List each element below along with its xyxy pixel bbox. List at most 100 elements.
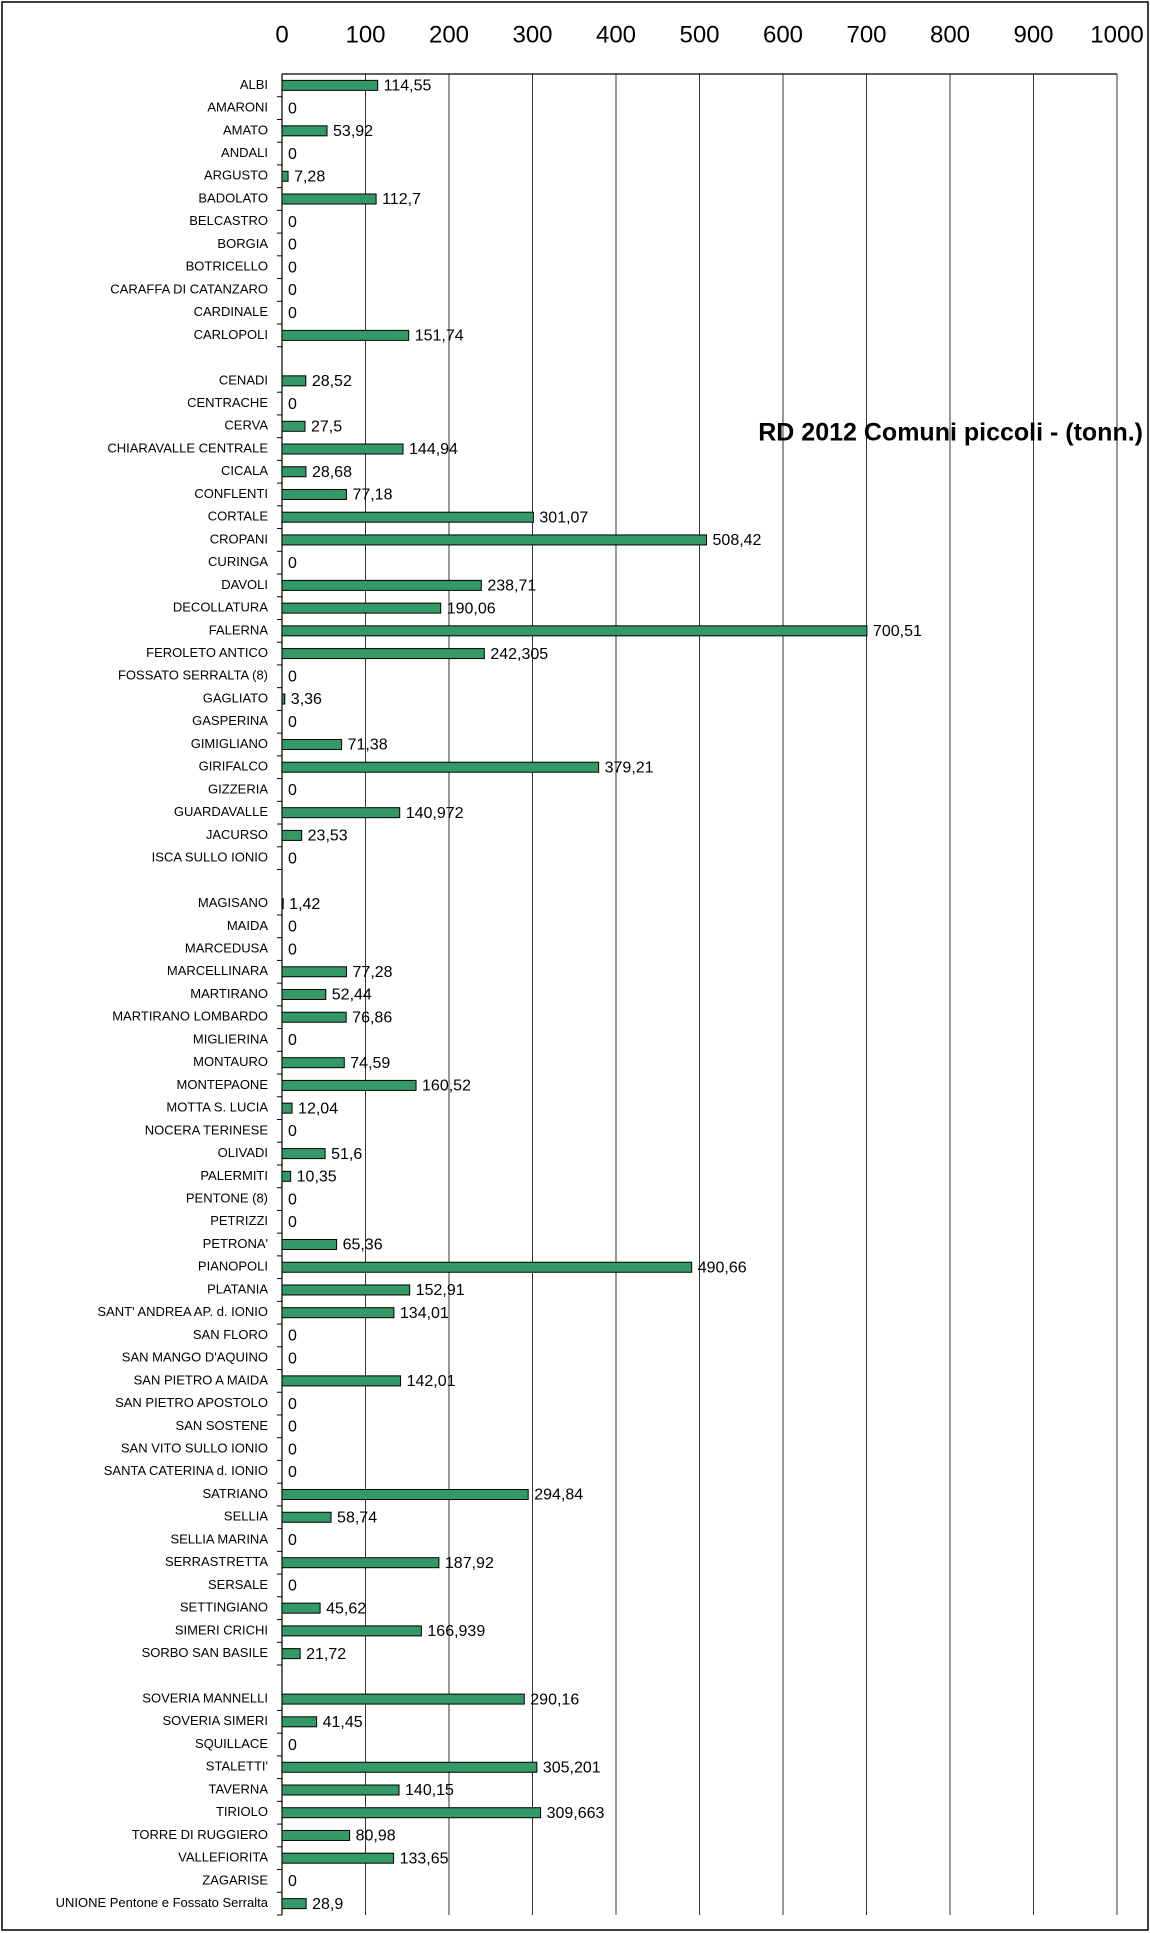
value-label: 21,72 bbox=[306, 1646, 346, 1663]
value-label: 10,35 bbox=[297, 1169, 337, 1186]
value-label: 58,74 bbox=[337, 1509, 377, 1526]
bar bbox=[281, 1829, 351, 1841]
value-label: 28,52 bbox=[312, 373, 352, 390]
value-label: 65,36 bbox=[343, 1237, 383, 1254]
y-tick-label: SAN MANGO D'AQUINO bbox=[122, 1350, 268, 1365]
y-tick-label: SAN FLORO bbox=[193, 1327, 268, 1342]
bar bbox=[281, 1648, 301, 1660]
y-tick-label: BELCASTRO bbox=[189, 213, 268, 228]
value-label: 508,42 bbox=[713, 532, 762, 549]
value-label: 0 bbox=[288, 1328, 297, 1345]
value-label: 0 bbox=[288, 1464, 297, 1481]
y-tick-label: SQUILLACE bbox=[195, 1736, 268, 1751]
bar bbox=[281, 511, 534, 523]
value-label: 144,94 bbox=[409, 441, 458, 458]
value-label: 1,42 bbox=[289, 896, 320, 913]
value-label: 0 bbox=[288, 1214, 297, 1231]
y-tick-label: CENTRACHE bbox=[187, 395, 268, 410]
bar bbox=[281, 1307, 395, 1319]
bar bbox=[281, 1852, 395, 1864]
y-tick-label: SERSALE bbox=[208, 1577, 268, 1592]
bar bbox=[281, 1761, 538, 1773]
y-tick-label: MIGLIERINA bbox=[193, 1031, 268, 1046]
value-label: 114,55 bbox=[384, 78, 432, 95]
y-tick-label: MARCELLINARA bbox=[167, 963, 268, 978]
bar bbox=[281, 829, 303, 841]
y-tick-label: PALERMITI bbox=[200, 1168, 268, 1183]
value-label: 242,305 bbox=[490, 646, 548, 663]
value-label: 152,91 bbox=[416, 1282, 465, 1299]
y-tick-label: SERRASTRETTA bbox=[165, 1554, 268, 1569]
y-tick-label: CARDINALE bbox=[194, 304, 269, 319]
bar bbox=[281, 420, 306, 432]
value-label: 53,92 bbox=[333, 123, 373, 140]
y-tick-label: SATRIANO bbox=[203, 1486, 269, 1501]
value-label: 160,52 bbox=[422, 1078, 471, 1095]
value-label: 379,21 bbox=[605, 759, 654, 776]
value-label: 0 bbox=[288, 1873, 297, 1890]
value-label: 0 bbox=[288, 555, 297, 572]
bar bbox=[281, 1079, 417, 1091]
value-label: 0 bbox=[288, 146, 297, 163]
value-label: 52,44 bbox=[332, 987, 372, 1004]
y-tick-label: MARCEDUSA bbox=[185, 940, 268, 955]
y-tick-label: TORRE DI RUGGIERO bbox=[132, 1827, 268, 1842]
y-tick-label: BORGIA bbox=[217, 236, 268, 251]
y-tick-label: CORTALE bbox=[208, 509, 269, 524]
value-label: 0 bbox=[288, 1396, 297, 1413]
bar bbox=[281, 329, 410, 341]
bar bbox=[281, 738, 343, 750]
bar bbox=[281, 1057, 345, 1069]
y-tick-label: TAVERNA bbox=[209, 1781, 269, 1796]
value-label: 0 bbox=[288, 1441, 297, 1458]
bar bbox=[281, 1784, 400, 1796]
y-tick-label: MAIDA bbox=[227, 918, 269, 933]
value-label: 0 bbox=[288, 919, 297, 936]
y-tick-label: CURINGA bbox=[208, 554, 268, 569]
bar bbox=[281, 534, 708, 546]
y-tick-label: VALLEFIORITA bbox=[178, 1850, 268, 1865]
y-tick-label: PENTONE (8) bbox=[186, 1190, 268, 1205]
value-label: 301,07 bbox=[539, 509, 588, 526]
x-tick-label: 400 bbox=[596, 21, 636, 48]
y-tick-label: DAVOLI bbox=[221, 577, 268, 592]
value-label: 238,71 bbox=[487, 578, 536, 595]
y-tick-label: GIMIGLIANO bbox=[191, 736, 268, 751]
bar bbox=[281, 898, 284, 910]
y-tick-label: SORBO SAN BASILE bbox=[142, 1645, 269, 1660]
bar bbox=[281, 79, 379, 91]
y-tick-label: CONFLENTI bbox=[194, 486, 268, 501]
y-tick-label: ANDALI bbox=[221, 145, 268, 160]
value-label: 0 bbox=[288, 1123, 297, 1140]
bar bbox=[281, 966, 348, 978]
y-tick-label: CHIARAVALLE CENTRALE bbox=[107, 440, 268, 455]
bar bbox=[281, 375, 307, 387]
y-tick-label: SAN PIETRO A MAIDA bbox=[134, 1372, 269, 1387]
value-label: 187,92 bbox=[445, 1555, 494, 1572]
value-label: 0 bbox=[288, 282, 297, 299]
x-tick-label: 500 bbox=[679, 21, 719, 48]
bar bbox=[281, 1716, 318, 1728]
value-label: 27,5 bbox=[311, 419, 342, 436]
value-label: 28,9 bbox=[312, 1896, 343, 1913]
value-label: 309,663 bbox=[547, 1805, 605, 1822]
value-label: 294,84 bbox=[534, 1487, 583, 1504]
value-label: 7,28 bbox=[294, 168, 325, 185]
bar bbox=[281, 602, 442, 614]
bar bbox=[281, 466, 307, 478]
value-label: 45,62 bbox=[326, 1600, 366, 1617]
bar bbox=[281, 170, 289, 182]
value-label: 0 bbox=[288, 669, 297, 686]
bar bbox=[281, 807, 401, 819]
x-tick-label: 1000 bbox=[1090, 21, 1143, 48]
bar bbox=[281, 1170, 292, 1182]
bar bbox=[281, 693, 286, 705]
value-label: 0 bbox=[288, 941, 297, 958]
value-label: 12,04 bbox=[298, 1100, 338, 1117]
y-tick-label: BADOLATO bbox=[198, 190, 268, 205]
value-label: 77,18 bbox=[352, 487, 392, 504]
y-tick-label: NOCERA TERINESE bbox=[145, 1122, 269, 1137]
value-label: 190,06 bbox=[447, 600, 496, 617]
y-tick-label: MARTIRANO bbox=[190, 986, 268, 1001]
